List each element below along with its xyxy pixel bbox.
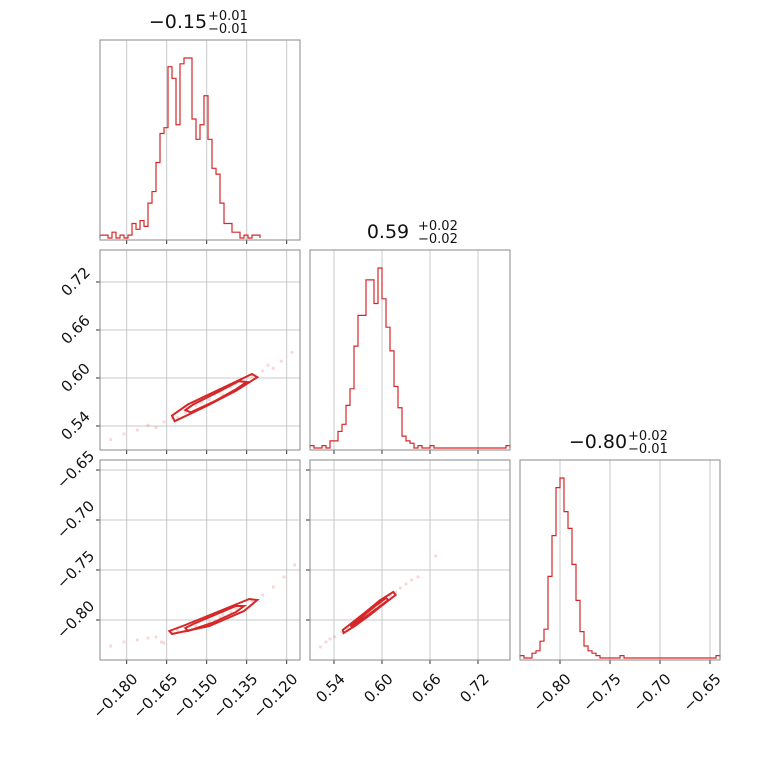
- y-tick-label: 0.66: [57, 311, 93, 347]
- panel-title-p1: 0.59: [367, 221, 409, 243]
- sample-point: [333, 635, 337, 639]
- pair-p0-p1-panel: [99, 249, 301, 451]
- x-tick-label: −0.70: [630, 670, 675, 715]
- title-lower-error: −0.02: [418, 232, 458, 247]
- title-lower-error: −0.01: [628, 442, 668, 457]
- x-tick-label: −0.65: [680, 670, 725, 715]
- histogram-panel-p0: [99, 39, 301, 241]
- sample-point: [398, 586, 402, 590]
- y-tick-label: 0.54: [57, 407, 93, 443]
- sample-point: [271, 366, 275, 370]
- sample-point: [109, 644, 113, 648]
- title-lower-error: −0.01: [208, 22, 248, 37]
- sample-point: [416, 575, 420, 579]
- contour-level-2: [183, 605, 247, 633]
- sample-point: [324, 640, 328, 644]
- panel-title-p0: −0.15: [149, 11, 207, 33]
- sample-point: [410, 578, 414, 582]
- histogram-panel-p2: [519, 459, 721, 661]
- y-tick-label: −0.65: [53, 447, 98, 492]
- sample-point: [229, 610, 233, 614]
- histogram-p2: [519, 477, 721, 659]
- sample-point: [122, 640, 126, 644]
- x-tick-label: −0.120: [249, 670, 301, 722]
- x-tick-label: 0.54: [312, 670, 348, 706]
- sample-point: [261, 369, 265, 373]
- pair-p0-p2-panel: [99, 459, 301, 661]
- sample-point: [290, 350, 294, 354]
- histogram-p1: [309, 267, 511, 449]
- sample-point: [159, 640, 163, 644]
- sample-point: [146, 636, 150, 640]
- title-upper-error: +0.02: [418, 219, 458, 234]
- sample-point: [146, 423, 150, 427]
- sample-point: [218, 615, 222, 619]
- sample-point: [183, 410, 187, 414]
- sample-point: [279, 359, 283, 363]
- sample-point: [162, 641, 166, 645]
- contour-level-1: [341, 590, 398, 635]
- contour-level-2: [183, 380, 250, 414]
- x-tick-label: 0.66: [408, 670, 444, 706]
- panel-title-p2: −0.80: [569, 431, 627, 453]
- y-tick-label: −0.80: [53, 597, 98, 642]
- sample-point: [282, 575, 286, 579]
- contour-level-1: [167, 597, 260, 636]
- sample-point: [271, 585, 275, 589]
- x-tick-label: 0.72: [456, 670, 492, 706]
- sample-point: [154, 635, 158, 639]
- y-tick-label: −0.75: [53, 547, 98, 592]
- sample-point: [328, 637, 332, 641]
- sample-point: [318, 645, 322, 649]
- sample-point: [194, 624, 198, 628]
- sample-point: [162, 420, 166, 424]
- sample-point: [135, 428, 139, 432]
- pair-p1-p2-panel: [309, 459, 511, 661]
- sample-point: [293, 563, 297, 567]
- sample-point: [434, 554, 438, 558]
- histogram-panel-p1: [309, 249, 511, 451]
- histogram-p0: [99, 57, 261, 239]
- sample-point: [109, 438, 113, 442]
- title-upper-error: +0.02: [628, 429, 668, 444]
- contour-level-2: [349, 596, 391, 629]
- y-tick-label: 0.60: [57, 359, 93, 395]
- x-tick-label: −0.75: [580, 670, 625, 715]
- sample-point: [175, 415, 179, 419]
- y-tick-label: −0.70: [53, 497, 98, 542]
- sample-point: [207, 398, 211, 402]
- x-tick-label: 0.60: [360, 670, 396, 706]
- sample-point: [154, 426, 158, 430]
- x-tick-label: −0.80: [530, 670, 575, 715]
- title-upper-error: +0.01: [208, 9, 248, 24]
- sample-point: [122, 432, 126, 436]
- sample-point: [404, 582, 408, 586]
- sample-point: [261, 593, 265, 597]
- sample-point: [135, 638, 139, 642]
- sample-point: [266, 363, 270, 367]
- sample-point: [199, 401, 203, 405]
- sample-point: [234, 607, 238, 611]
- sample-point: [221, 613, 225, 617]
- y-tick-label: 0.72: [57, 263, 93, 299]
